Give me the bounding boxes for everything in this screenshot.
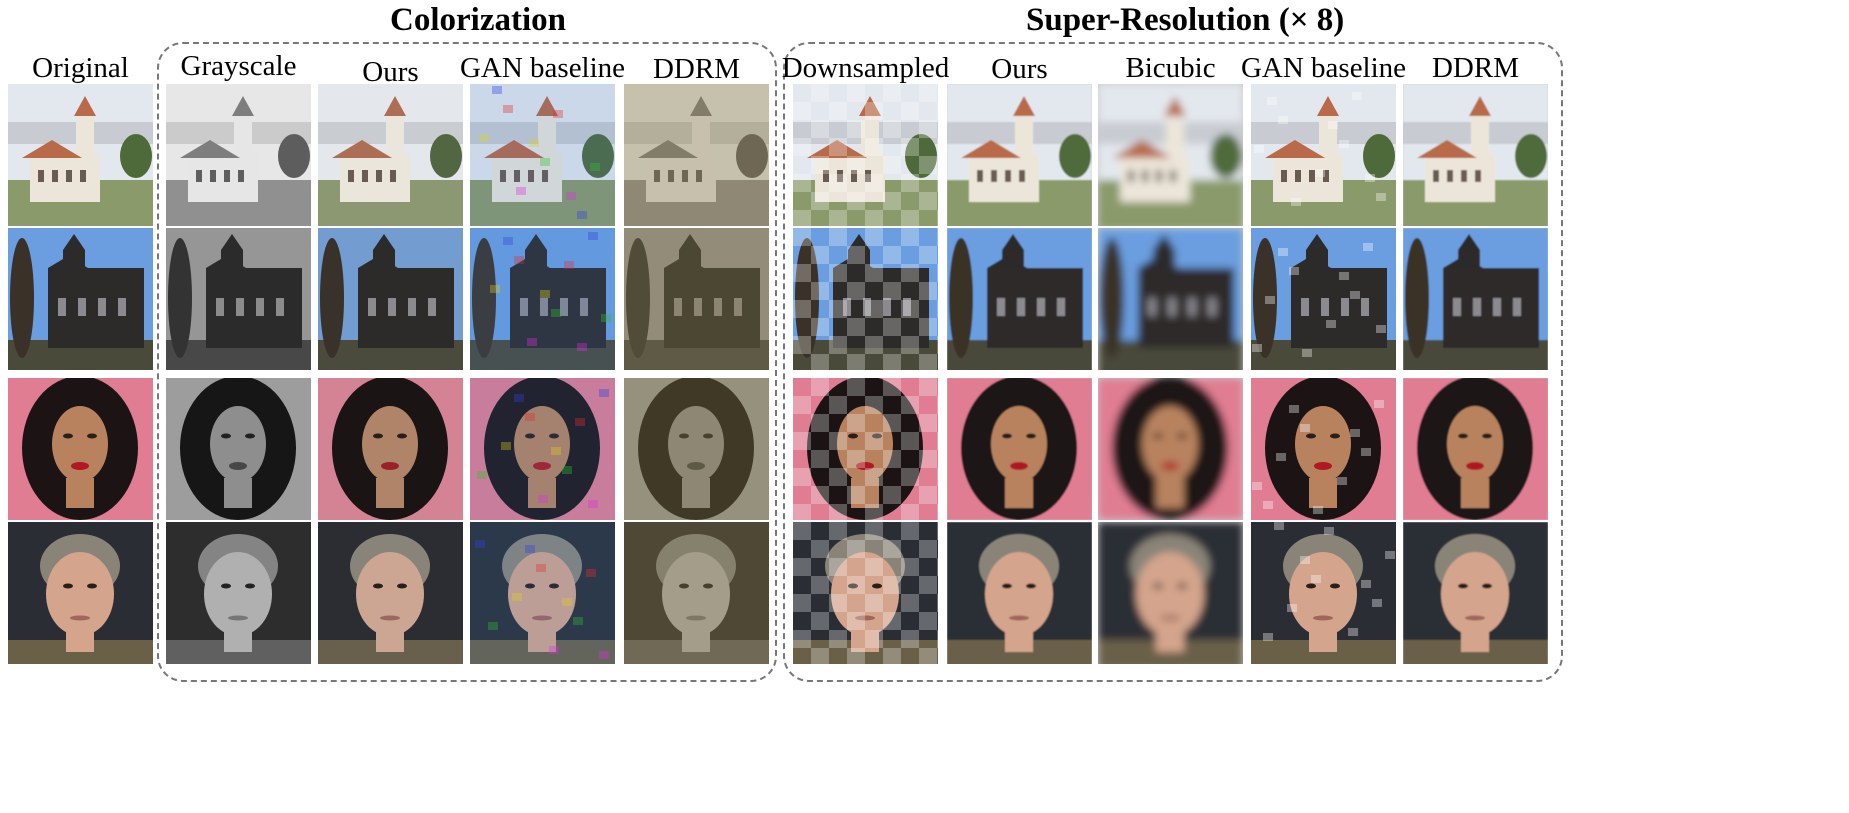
image-tile-church-dark-col-ddrm — [624, 228, 769, 370]
image-tile-church-dark-col-ours — [318, 228, 463, 370]
column-label-col-gan: GAN baseline — [459, 52, 626, 84]
image-tile-woman-portrait-sr-down — [793, 378, 938, 520]
column-label-sr-ours: Ours — [991, 53, 1048, 85]
section-title-colorization: Colorization — [390, 2, 566, 38]
portrait-icon — [1403, 378, 1548, 520]
image-tile-woman-portrait-sr-ours — [947, 378, 1092, 520]
image-tile-man-portrait-col-ddrm — [624, 522, 769, 664]
image-tile-church-waterfront-original — [8, 84, 153, 226]
portrait-icon — [624, 378, 769, 520]
image-tile-church-waterfront-col-gray — [166, 84, 311, 226]
church-icon — [1251, 84, 1396, 226]
image-tile-church-dark-sr-ddrm — [1403, 228, 1548, 370]
image-tile-church-waterfront-sr-down — [793, 84, 938, 226]
column-label-col-gray: Grayscale — [180, 50, 297, 82]
image-tile-church-dark-sr-gan — [1251, 228, 1396, 370]
column-label-col-ours: Ours — [362, 56, 419, 88]
church-icon — [8, 84, 153, 226]
image-tile-church-waterfront-sr-bicubic — [1098, 84, 1243, 226]
dark-church-icon — [624, 228, 769, 370]
image-tile-church-dark-sr-bicubic — [1098, 228, 1243, 370]
colorization-group-box — [157, 42, 777, 682]
image-tile-man-portrait-sr-ddrm — [1403, 522, 1548, 664]
column-label-sr-gan: GAN baseline — [1240, 52, 1407, 84]
image-tile-woman-portrait-original — [8, 378, 153, 520]
image-tile-church-waterfront-col-ours — [318, 84, 463, 226]
image-tile-woman-portrait-col-ddrm — [624, 378, 769, 520]
church-icon — [1403, 84, 1548, 226]
church-icon — [947, 84, 1092, 226]
image-tile-church-waterfront-col-ddrm — [624, 84, 769, 226]
image-tile-man-portrait-col-gray — [166, 522, 311, 664]
church-icon — [470, 84, 615, 226]
column-label-sr-ddrm: DDRM — [1431, 52, 1520, 84]
portrait-icon — [318, 522, 463, 664]
image-tile-church-waterfront-col-gan — [470, 84, 615, 226]
portrait-icon — [1251, 378, 1396, 520]
image-tile-church-waterfront-sr-gan — [1251, 84, 1396, 226]
super-resolution-group-box — [783, 42, 1563, 682]
church-icon — [624, 84, 769, 226]
image-tile-woman-portrait-sr-gan — [1251, 378, 1396, 520]
section-title-super-resolution: Super-Resolution (× 8) — [1026, 2, 1345, 38]
church-icon — [166, 84, 311, 226]
image-tile-man-portrait-sr-bicubic — [1098, 522, 1243, 664]
image-tile-woman-portrait-col-gan — [470, 378, 615, 520]
portrait-icon — [166, 378, 311, 520]
dark-church-icon — [8, 228, 153, 370]
image-tile-man-portrait-sr-gan — [1251, 522, 1396, 664]
dark-church-icon — [1403, 228, 1548, 370]
dark-church-icon — [793, 228, 938, 370]
column-label-original: Original — [32, 52, 129, 84]
dark-church-icon — [1251, 228, 1396, 370]
image-tile-church-dark-col-gan — [470, 228, 615, 370]
portrait-icon — [1251, 522, 1396, 664]
image-tile-church-dark-sr-ours — [947, 228, 1092, 370]
dark-church-icon — [1098, 228, 1243, 370]
portrait-icon — [8, 522, 153, 664]
column-label-sr-down: Downsampled — [781, 52, 950, 84]
portrait-icon — [1098, 522, 1243, 664]
image-tile-man-portrait-original — [8, 522, 153, 664]
portrait-icon — [166, 522, 311, 664]
column-label-sr-bicubic: Bicubic — [1125, 52, 1216, 84]
portrait-icon — [1403, 522, 1548, 664]
portrait-icon — [793, 522, 938, 664]
dark-church-icon — [470, 228, 615, 370]
image-tile-woman-portrait-col-ours — [318, 378, 463, 520]
portrait-icon — [793, 378, 938, 520]
church-icon — [1098, 84, 1243, 226]
dark-church-icon — [947, 228, 1092, 370]
image-tile-church-waterfront-sr-ours — [947, 84, 1092, 226]
portrait-icon — [318, 378, 463, 520]
portrait-icon — [947, 522, 1092, 664]
dark-church-icon — [318, 228, 463, 370]
dark-church-icon — [166, 228, 311, 370]
image-tile-church-dark-original — [8, 228, 153, 370]
image-tile-church-dark-sr-down — [793, 228, 938, 370]
image-tile-woman-portrait-sr-ddrm — [1403, 378, 1548, 520]
church-icon — [318, 84, 463, 226]
portrait-icon — [470, 522, 615, 664]
portrait-icon — [8, 378, 153, 520]
image-tile-woman-portrait-col-gray — [166, 378, 311, 520]
image-tile-man-portrait-sr-ours — [947, 522, 1092, 664]
image-tile-man-portrait-col-ours — [318, 522, 463, 664]
image-tile-man-portrait-col-gan — [470, 522, 615, 664]
portrait-icon — [1098, 378, 1243, 520]
portrait-icon — [624, 522, 769, 664]
portrait-icon — [470, 378, 615, 520]
image-tile-church-waterfront-sr-ddrm — [1403, 84, 1548, 226]
image-tile-church-dark-col-gray — [166, 228, 311, 370]
image-tile-man-portrait-sr-down — [793, 522, 938, 664]
portrait-icon — [947, 378, 1092, 520]
church-icon — [793, 84, 938, 226]
column-label-col-ddrm: DDRM — [652, 53, 741, 85]
image-tile-woman-portrait-sr-bicubic — [1098, 378, 1243, 520]
